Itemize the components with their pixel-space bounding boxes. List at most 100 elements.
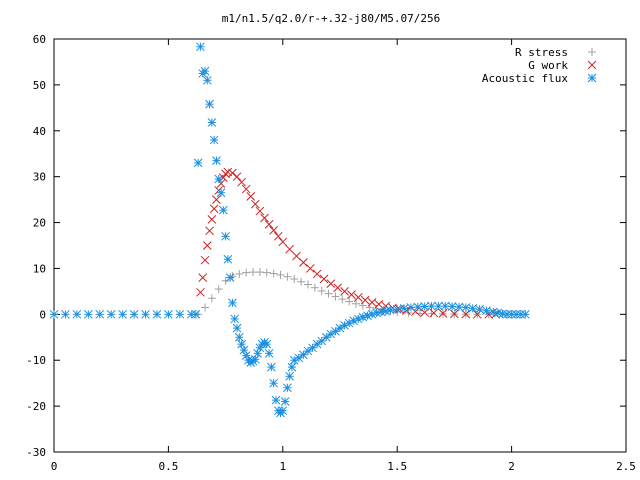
data-point	[212, 195, 221, 204]
data-point	[353, 293, 363, 302]
chart-title: m1/n1.5/q2.0/r-+.32-j80/M5.07/256	[222, 12, 441, 25]
data-point	[516, 309, 526, 319]
data-point	[214, 174, 224, 184]
y-tick-label: 50	[33, 79, 46, 92]
legend-label: R stress	[515, 46, 568, 59]
data-point	[278, 237, 288, 247]
data-point	[212, 156, 221, 165]
data-point	[321, 332, 331, 342]
y-tick-label: -10	[26, 354, 46, 367]
data-point	[450, 309, 459, 319]
data-point	[461, 309, 471, 319]
data-point	[241, 184, 251, 194]
data-point	[447, 302, 457, 311]
data-point	[331, 326, 340, 336]
data-point	[347, 290, 356, 299]
data-point	[230, 314, 240, 324]
data-point	[283, 272, 292, 281]
data-point	[205, 226, 214, 236]
data-point	[196, 287, 205, 297]
data-point	[214, 285, 223, 294]
data-point	[294, 353, 304, 363]
data-point	[202, 75, 212, 85]
data-point	[372, 308, 381, 318]
y-tick-label: 60	[33, 33, 46, 46]
data-point	[232, 323, 242, 333]
data-point	[271, 395, 281, 405]
data-point	[317, 336, 327, 346]
data-point	[118, 309, 127, 319]
data-point	[200, 66, 210, 76]
data-point	[175, 309, 185, 319]
y-tick-label: -20	[26, 400, 46, 413]
data-point	[207, 118, 217, 127]
data-point	[209, 204, 219, 214]
axis-ticks: 0 0.5 1 1.5 2 2.5 -30 -20 -10 0 10 20 30 40 50 60	[26, 33, 636, 473]
data-point	[83, 309, 93, 319]
data-point	[324, 289, 333, 298]
data-point	[454, 302, 464, 312]
data-point	[283, 383, 292, 393]
data-point	[312, 269, 322, 279]
data-point	[223, 254, 233, 264]
data-point	[228, 272, 237, 281]
data-point	[237, 177, 246, 187]
series-0	[194, 268, 493, 319]
data-point	[312, 339, 322, 349]
legend-label: Acoustic flux	[482, 72, 568, 85]
data-point	[308, 343, 317, 353]
data-point	[360, 295, 370, 305]
data-point	[276, 270, 285, 279]
plot-frame	[53, 38, 627, 453]
x-tick-label: 2.5	[616, 460, 636, 473]
y-tick-label: 30	[33, 171, 46, 184]
data-point	[319, 274, 329, 284]
data-point	[269, 226, 279, 235]
data-point	[141, 309, 150, 319]
data-point	[202, 241, 212, 250]
data-point	[255, 268, 264, 277]
data-point	[72, 309, 82, 319]
x-tick-label: 0	[51, 460, 58, 473]
data-point	[237, 339, 246, 349]
data-point	[367, 298, 377, 307]
data-point	[374, 299, 384, 309]
data-point	[198, 273, 208, 282]
x-tick-label: 2	[508, 460, 515, 473]
series-1	[196, 167, 500, 319]
data-point	[303, 280, 312, 289]
data-point	[207, 294, 216, 303]
data-point	[299, 258, 308, 267]
series-2	[49, 42, 530, 418]
data-point	[255, 206, 265, 216]
data-point	[228, 298, 237, 308]
data-point	[303, 346, 313, 356]
data-point	[49, 309, 59, 319]
data-point	[290, 274, 299, 283]
data-point	[221, 276, 230, 285]
data-point	[285, 371, 295, 381]
data-point	[106, 309, 116, 319]
data-point	[520, 309, 530, 319]
data-point	[413, 302, 423, 312]
data-point	[502, 309, 512, 319]
data-point	[216, 188, 226, 198]
data-point	[475, 304, 484, 314]
data-point	[352, 299, 361, 308]
y-tick-label: 40	[33, 125, 46, 138]
y-tick-label: 10	[33, 262, 46, 275]
data-point	[297, 277, 306, 286]
data-point	[333, 283, 343, 293]
data-point	[273, 231, 283, 241]
data-point	[278, 406, 288, 416]
y-tick-label: -30	[26, 446, 46, 459]
data-point	[317, 286, 326, 295]
data-point	[209, 135, 219, 145]
data-point	[305, 264, 315, 273]
data-point	[242, 268, 251, 277]
y-tick-label: 20	[33, 217, 46, 230]
legend-marker	[587, 60, 597, 70]
x-tick-label: 0.5	[158, 460, 178, 473]
data-point	[250, 354, 260, 364]
data-point	[232, 172, 242, 182]
